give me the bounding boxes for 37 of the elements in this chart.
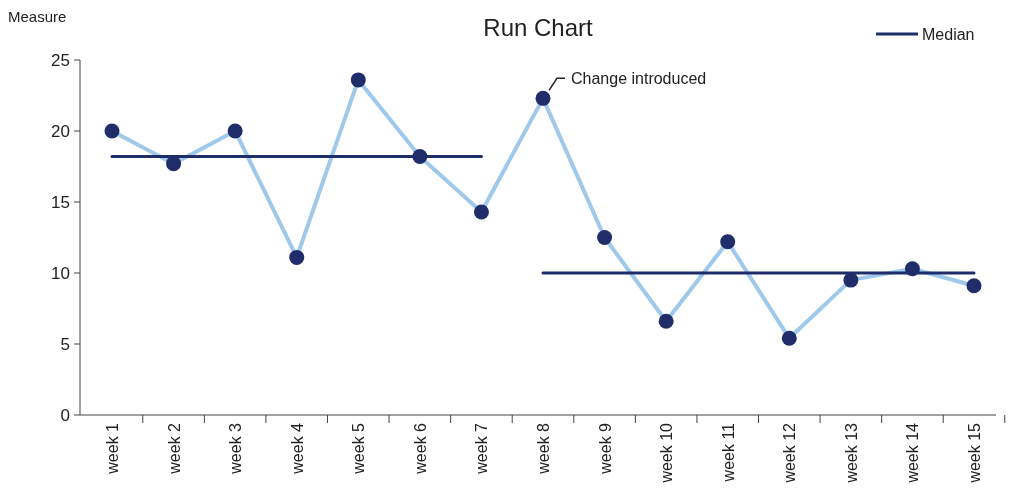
x-tick-label: week 8 [535, 422, 552, 475]
chart-title: Run Chart [483, 14, 594, 41]
point [104, 123, 120, 139]
point [289, 249, 305, 265]
legend-label: Median [922, 25, 975, 43]
point [227, 123, 243, 139]
x-tick-label: week 14 [904, 422, 922, 484]
x-tick-label: week 15 [966, 422, 983, 484]
y-tick-label: 0 [60, 405, 70, 425]
point [720, 234, 736, 250]
point [166, 156, 182, 172]
y-tick-label: 10 [51, 263, 70, 283]
x-tick-label: week 13 [842, 422, 860, 484]
x-tick-label: week 12 [781, 422, 799, 484]
point [658, 313, 674, 329]
y-tick-label: 5 [60, 334, 70, 354]
point [597, 230, 613, 245]
point [473, 204, 489, 220]
x-tick-label: week 1 [104, 422, 121, 475]
y-tick-label: 15 [51, 192, 70, 212]
x-tick-label: week 10 [658, 422, 676, 484]
x-tick-label: week 4 [288, 422, 306, 475]
x-tick-label: week 5 [350, 422, 368, 475]
x-tick-label: week 6 [411, 422, 429, 475]
x-tick-label: week 9 [596, 422, 614, 475]
annotation: Change introduced [571, 69, 707, 87]
x-tick-label: week 3 [227, 422, 245, 475]
y-tick-label: 25 [51, 50, 70, 70]
x-tick-label: week 2 [165, 422, 183, 475]
x-tick-label: week 7 [473, 422, 491, 475]
point [781, 330, 797, 346]
y-tick-label: 20 [51, 121, 70, 141]
point [966, 278, 982, 294]
point [535, 90, 551, 106]
y-axis-title: Measure [8, 8, 67, 25]
point [350, 72, 366, 88]
x-tick-label: week 11 [719, 422, 737, 483]
